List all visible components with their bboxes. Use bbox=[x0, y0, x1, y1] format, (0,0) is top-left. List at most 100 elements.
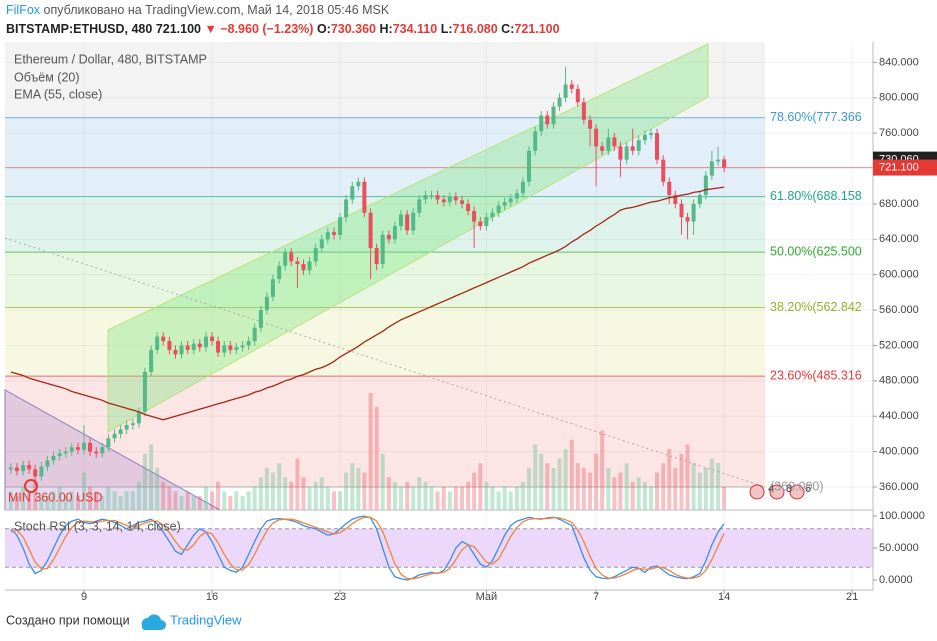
volume-bar bbox=[520, 481, 525, 510]
symbol: BITSTAMP:ETHUSD, 480 bbox=[6, 22, 153, 36]
candle-body bbox=[301, 264, 306, 271]
volume-bar bbox=[338, 491, 343, 510]
volume-bar bbox=[185, 491, 190, 510]
candle-body bbox=[709, 161, 714, 176]
tradingview-logo[interactable] bbox=[141, 614, 166, 630]
x-tick-label: 9 bbox=[81, 591, 87, 603]
candle-body bbox=[69, 447, 74, 452]
candle-body bbox=[118, 429, 123, 434]
volume-bar bbox=[356, 467, 361, 510]
event-icon[interactable] bbox=[769, 484, 785, 500]
volume-bar bbox=[655, 472, 660, 510]
candle-body bbox=[630, 146, 635, 151]
volume-bar bbox=[673, 467, 678, 510]
header-line-1: FilFox опубликовано на TradingView.com, … bbox=[6, 3, 389, 17]
volume-bar bbox=[508, 491, 513, 510]
volume-bar bbox=[258, 477, 263, 510]
volume-bar bbox=[246, 491, 251, 510]
volume-bar bbox=[575, 463, 580, 510]
trend-line[interactable] bbox=[4, 237, 766, 488]
candle-body bbox=[612, 137, 617, 147]
volume-bar bbox=[703, 467, 708, 510]
candle-body bbox=[429, 195, 434, 197]
volume-bar bbox=[82, 472, 87, 510]
header-line-2: BITSTAMP:ETHUSD, 480 721.100 ▼ −8.960 (−… bbox=[6, 22, 560, 36]
event-icon[interactable] bbox=[789, 484, 805, 500]
footer-text: Создано при помощи bbox=[6, 613, 130, 627]
y-tick-label: 480.000 bbox=[879, 375, 919, 387]
trend-channel[interactable] bbox=[107, 43, 709, 433]
candle-body bbox=[173, 349, 178, 355]
candle-body bbox=[472, 210, 477, 222]
candle-body bbox=[557, 97, 562, 107]
footer-brand[interactable]: TradingView bbox=[170, 612, 242, 627]
volume-bar bbox=[466, 481, 471, 510]
volume-bar bbox=[161, 481, 166, 510]
volume-bar bbox=[191, 495, 196, 510]
volume-bar bbox=[679, 453, 684, 510]
volume-bar bbox=[606, 467, 611, 510]
volume-bar bbox=[216, 481, 221, 510]
candle-body bbox=[185, 345, 190, 350]
volume-bar bbox=[624, 463, 629, 510]
candle-body bbox=[697, 195, 702, 204]
candle-body bbox=[496, 205, 501, 213]
y-tick-label: 440.000 bbox=[879, 410, 919, 422]
candle-body bbox=[307, 261, 312, 271]
candle-body bbox=[264, 296, 269, 311]
candle-body bbox=[520, 181, 525, 194]
ema-line bbox=[10, 186, 725, 421]
volume-bar bbox=[21, 486, 26, 510]
candle-body bbox=[240, 345, 245, 348]
volume-bar bbox=[118, 495, 123, 510]
candle-body bbox=[380, 234, 385, 265]
volume-bar bbox=[661, 463, 666, 510]
candle-body bbox=[338, 217, 343, 235]
candle-body bbox=[75, 447, 80, 450]
candle-body bbox=[667, 181, 672, 196]
candle-body bbox=[197, 343, 202, 348]
candle-body bbox=[344, 199, 349, 218]
candle-body bbox=[581, 102, 586, 120]
volume-bar bbox=[350, 463, 355, 510]
background-layer bbox=[5, 42, 873, 590]
stoch-line bbox=[10, 516, 725, 580]
candle-body bbox=[722, 159, 727, 168]
candle-body bbox=[405, 214, 410, 231]
candle-body bbox=[8, 467, 13, 470]
candle-body bbox=[460, 200, 465, 204]
volume-bar bbox=[8, 491, 13, 510]
volume-bar bbox=[210, 491, 215, 510]
fib-label: 50.00%(625.500 bbox=[770, 244, 862, 258]
volume-bar bbox=[88, 486, 93, 510]
legend-stoch: Stoch RSI (3, 3, 14, 14, close) bbox=[14, 519, 181, 533]
event-icon[interactable] bbox=[749, 484, 765, 500]
event-count: 6 bbox=[805, 483, 811, 495]
candle-body bbox=[27, 464, 32, 470]
candle-body bbox=[374, 248, 379, 265]
volume-bar bbox=[533, 444, 538, 510]
volume-bar bbox=[33, 481, 38, 510]
volume-bar bbox=[490, 486, 495, 510]
volume-bar bbox=[75, 495, 80, 510]
candle-body bbox=[313, 248, 318, 262]
fib-label: (360.000) bbox=[770, 479, 824, 493]
volume-bar bbox=[344, 472, 349, 510]
volume-bar bbox=[63, 495, 68, 510]
publisher[interactable]: FilFox bbox=[6, 3, 41, 17]
volume-bar bbox=[600, 430, 605, 510]
volume-bar bbox=[14, 495, 19, 510]
candle-body bbox=[539, 115, 544, 132]
price-label-box bbox=[873, 159, 937, 176]
fib-band bbox=[5, 117, 765, 197]
volume-bar bbox=[539, 453, 544, 510]
candle-body bbox=[642, 134, 647, 141]
volume-bar bbox=[39, 495, 44, 510]
candle-body bbox=[82, 442, 87, 450]
x-tick-label: 14 bbox=[718, 591, 730, 603]
volume-bar bbox=[460, 486, 465, 510]
volume-bar bbox=[581, 467, 586, 510]
candle-body bbox=[100, 447, 105, 454]
h-label: H: bbox=[379, 22, 393, 36]
volume-bar bbox=[51, 491, 56, 510]
